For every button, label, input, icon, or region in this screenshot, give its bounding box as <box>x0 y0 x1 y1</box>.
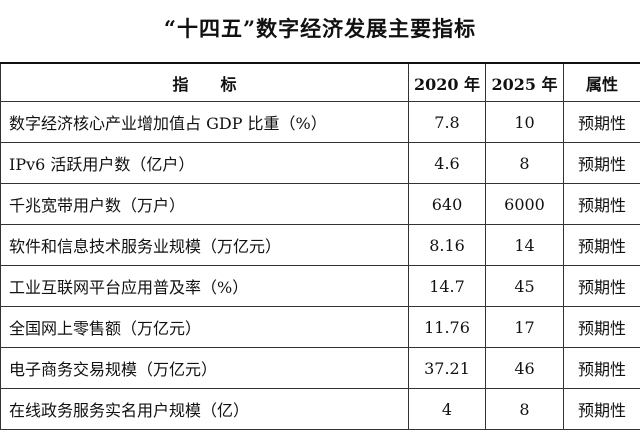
title: “十四五”数字经济发展主要指标 <box>163 16 477 41</box>
indicator-name: 千兆宽带用户数（万户） <box>0 183 409 225</box>
cell: 6000 <box>485 183 564 225</box>
cell: 预期性 <box>563 183 640 225</box>
table-row: 全国网上零售额（万亿元） 11.76 17 预期性 <box>0 306 640 348</box>
column-header: 2025 年 <box>485 62 564 102</box>
cell: 预期性 <box>563 224 640 266</box>
cell: 4.6 <box>408 142 486 184</box>
cell: 8 <box>485 388 564 430</box>
cell: 17 <box>485 306 564 348</box>
cell: 预期性 <box>563 306 640 348</box>
column-header: 2020 年 <box>408 62 486 102</box>
cell: 45 <box>485 265 564 307</box>
indicator-name: 数字经济核心产业增加值占 GDP 比重（%） <box>0 101 409 143</box>
table-row: 在线政务服务实名用户规模（亿） 4 8 预期性 <box>0 388 640 430</box>
cell: 37.21 <box>408 347 486 389</box>
cell: 14.7 <box>408 265 486 307</box>
column-header: 属性 <box>563 62 640 102</box>
indicator-name: 电子商务交易规模（万亿元） <box>0 347 409 389</box>
cell: 640 <box>408 183 486 225</box>
indicator-name: 全国网上零售额（万亿元） <box>0 306 409 348</box>
table-row: 软件和信息技术服务业规模（万亿元） 8.16 14 预期性 <box>0 224 640 266</box>
indicator-name: 在线政务服务实名用户规模（亿） <box>0 388 409 430</box>
cell: 8.16 <box>408 224 486 266</box>
cell: 10 <box>485 101 564 143</box>
column-header: 指 标 <box>0 62 409 102</box>
indicator-name: IPv6 活跃用户数（亿户） <box>0 142 409 184</box>
cell: 8 <box>485 142 564 184</box>
cell: 预期性 <box>563 388 640 430</box>
table-body: 数字经济核心产业增加值占 GDP 比重（%） 7.8 10 预期性 IPv6 活跃用户数… <box>0 101 640 430</box>
indicator-name: 工业互联网平台应用普及率（%） <box>0 265 409 307</box>
cell: 7.8 <box>408 101 486 143</box>
cell: 4 <box>408 388 486 430</box>
table-row: IPv6 活跃用户数（亿户） 4.6 8 预期性 <box>0 142 640 184</box>
table-row: 电子商务交易规模（万亿元） 37.21 46 预期性 <box>0 347 640 389</box>
header-row: 指 标 2020 年 2025 年属性 <box>0 62 640 102</box>
cell: 预期性 <box>563 347 640 389</box>
indicator-name: 软件和信息技术服务业规模（万亿元） <box>0 224 409 266</box>
table-row: 数字经济核心产业增加值占 GDP 比重（%） 7.8 10 预期性 <box>0 101 640 143</box>
table-row: 千兆宽带用户数（万户） 640 6000 预期性 <box>0 183 640 225</box>
cell: 预期性 <box>563 265 640 307</box>
indicator-table: 指 标 2020 年 2025 年属性 数字经济核心产业增加值占 GDP 比重（%）… <box>0 62 640 430</box>
cell: 11.76 <box>408 306 486 348</box>
cell: 预期性 <box>563 142 640 184</box>
cell: 预期性 <box>563 101 640 143</box>
cell: 14 <box>485 224 564 266</box>
cell: 46 <box>485 347 564 389</box>
table-row: 工业互联网平台应用普及率（%） 14.7 45 预期性 <box>0 265 640 307</box>
